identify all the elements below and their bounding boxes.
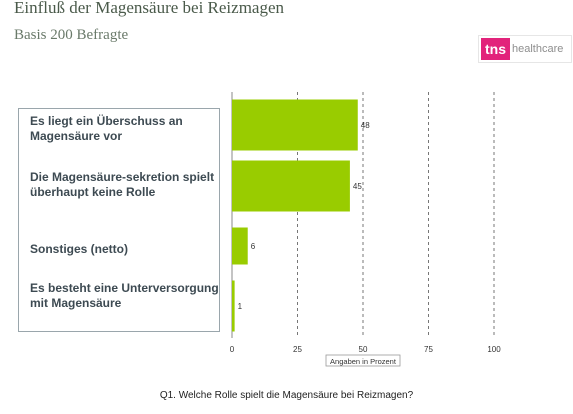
bar-2: [232, 160, 350, 212]
chart-subtitle: Basis 200 Befragte: [14, 27, 129, 43]
category-label-4: Es besteht eine Unterversorgung mit Mage…: [30, 281, 219, 310]
x-tick-label-25: 25: [293, 345, 302, 354]
logo-brand: tns: [481, 38, 510, 60]
value-label-1: 48: [361, 121, 370, 130]
x-axis-label: Angaben in Prozent: [330, 357, 397, 366]
chart-title: Einfluß der Magensäure bei Reizmagen: [14, 0, 285, 17]
value-label-3: 6: [251, 242, 256, 251]
value-label-2: 45: [353, 182, 362, 191]
x-axis-label-box: [325, 354, 401, 367]
x-tick-label-75: 75: [424, 345, 433, 354]
category-label-2: Die Magensäure-sekretion spielt überhaup…: [30, 170, 215, 199]
category-label-3: Sonstiges (netto): [30, 242, 128, 256]
survey-question: Q1. Welche Rolle spielt die Magensäure b…: [159, 390, 414, 401]
bar-3: [232, 227, 248, 265]
category-label-1: Es liegt ein Überschuss an Magensäure vo…: [30, 114, 183, 143]
x-tick-label-100: 100: [487, 345, 501, 354]
value-label-4: 1: [238, 302, 243, 311]
x-tick-label-0: 0: [230, 345, 235, 354]
bar-4: [232, 280, 235, 332]
x-tick-label-50: 50: [359, 345, 368, 354]
bar-1: [232, 99, 358, 151]
tns-healthcare-logo: tns healthcare: [478, 35, 572, 63]
logo-suffix: healthcare: [512, 43, 564, 55]
category-label-box: [18, 108, 220, 332]
